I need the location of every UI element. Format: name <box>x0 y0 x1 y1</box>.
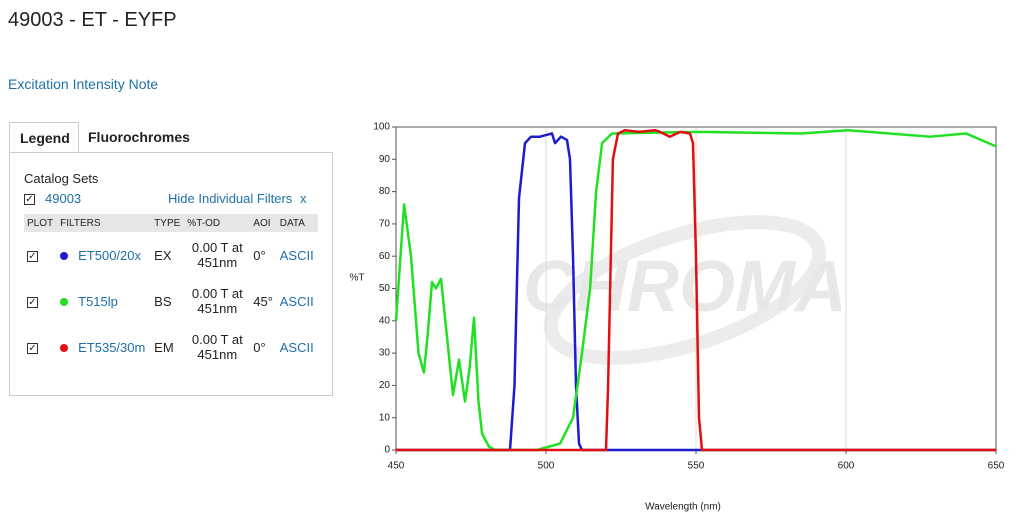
aoi-cell: 0° <box>253 247 266 263</box>
x-tick-label: 600 <box>838 461 855 472</box>
legend-panel: Catalog Sets ✓ 49003 Hide Individual Filt… <box>9 152 333 396</box>
tab[interactable]: Fluorochromes <box>88 129 190 145</box>
od-cell: 0.00 T at 451nm <box>191 240 243 270</box>
column-header: TYPE <box>151 214 185 232</box>
note-link[interactable]: Excitation Intensity Note <box>8 76 159 92</box>
watermark: CHROMA <box>523 247 847 327</box>
y-tick-label: 20 <box>379 380 391 391</box>
y-tick-label: 10 <box>379 412 391 423</box>
y-tick-label: 80 <box>379 186 391 197</box>
aoi-cell: 0° <box>253 339 266 355</box>
x-tick-label: 550 <box>688 461 705 472</box>
cell: ✓ <box>24 324 57 370</box>
type-cell: EM <box>154 339 174 355</box>
catalog-set: ✓ 49003 <box>24 191 81 206</box>
x-tick-label: 450 <box>388 461 405 472</box>
checkbox[interactable]: ✓ <box>24 194 35 206</box>
filter-link[interactable]: ET535/30m <box>78 339 146 355</box>
od-cell: 0.00 T at 451nm <box>191 332 243 362</box>
y-tick-label: 100 <box>373 122 390 133</box>
legend-row: ✓ T515lp BS 0.00 T at 451nm 45° ASCII <box>24 278 318 324</box>
cell: ET535/30m <box>57 324 151 370</box>
tab[interactable]: Legend <box>9 122 79 152</box>
column-header: %T-OD <box>184 214 251 232</box>
od-cell: 0.00 T at 451nm <box>191 286 243 316</box>
cell: ASCII <box>277 324 318 370</box>
column-header: DATA <box>276 214 318 232</box>
type-cell: EX <box>154 247 172 263</box>
legend-dot <box>60 252 69 261</box>
checkbox[interactable]: ✓ <box>27 342 38 354</box>
y-tick-label: 70 <box>379 219 391 230</box>
y-tick-label: 60 <box>379 251 391 262</box>
y-axis-label: %T <box>350 273 365 284</box>
column-header: PLOT <box>24 214 58 232</box>
y-tick-label: 30 <box>379 348 391 359</box>
checkbox[interactable]: ✓ <box>27 250 38 262</box>
data-link[interactable]: ASCII <box>279 293 314 309</box>
y-tick-label: 90 <box>379 154 391 165</box>
page-title: 49003 - ET - EYFP <box>8 9 177 31</box>
legend-row: ✓ ET500/20x EX 0.00 T at 451nm 0° ASCII <box>24 232 318 278</box>
set-link[interactable]: 49003 <box>45 191 82 206</box>
checkbox[interactable]: ✓ <box>27 296 38 308</box>
column-header: AOI <box>250 214 277 232</box>
series-line <box>394 128 997 452</box>
legend-table: PLOT FILTERS TYPE %T-OD AOI DATA ✓ ET500/20x EX 0… <box>24 214 318 370</box>
cell: ASCII <box>277 278 318 324</box>
close-link[interactable]: x <box>300 191 307 206</box>
x-tick-label: 500 <box>538 461 555 472</box>
cell: ET500/20x <box>57 232 151 278</box>
cell: ✓ <box>24 278 57 324</box>
y-tick-label: 50 <box>379 283 391 294</box>
series-line <box>396 128 996 452</box>
x-tick-label: 650 <box>988 461 1005 472</box>
filter-link[interactable]: ET500/20x <box>78 247 141 263</box>
y-tick-label: 0 <box>384 445 390 456</box>
x-axis-label: Wavelength (nm) <box>645 502 721 513</box>
filter-link[interactable]: T515lp <box>78 293 118 309</box>
cell: ✓ <box>24 232 57 278</box>
watermark-swoosh <box>543 215 827 365</box>
hide-link[interactable]: Hide Individual Filters <box>168 191 293 206</box>
cell: T515lp <box>57 278 151 324</box>
legend-dot <box>60 344 69 353</box>
aoi-cell: 45° <box>253 293 273 309</box>
cell: ASCII <box>277 232 318 278</box>
data-link[interactable]: ASCII <box>279 339 314 355</box>
legend-dot <box>60 298 69 307</box>
column-header: FILTERS <box>57 214 152 232</box>
y-tick-label: 40 <box>379 315 391 326</box>
header-row: PLOT FILTERS TYPE %T-OD AOI DATA <box>24 214 318 232</box>
type-cell: BS <box>154 293 172 309</box>
catalog-label: Catalog Sets <box>24 171 99 186</box>
legend-row: ✓ ET535/30m EM 0.00 T at 451nm 0° ASCII <box>24 324 318 370</box>
data-link[interactable]: ASCII <box>279 247 314 263</box>
